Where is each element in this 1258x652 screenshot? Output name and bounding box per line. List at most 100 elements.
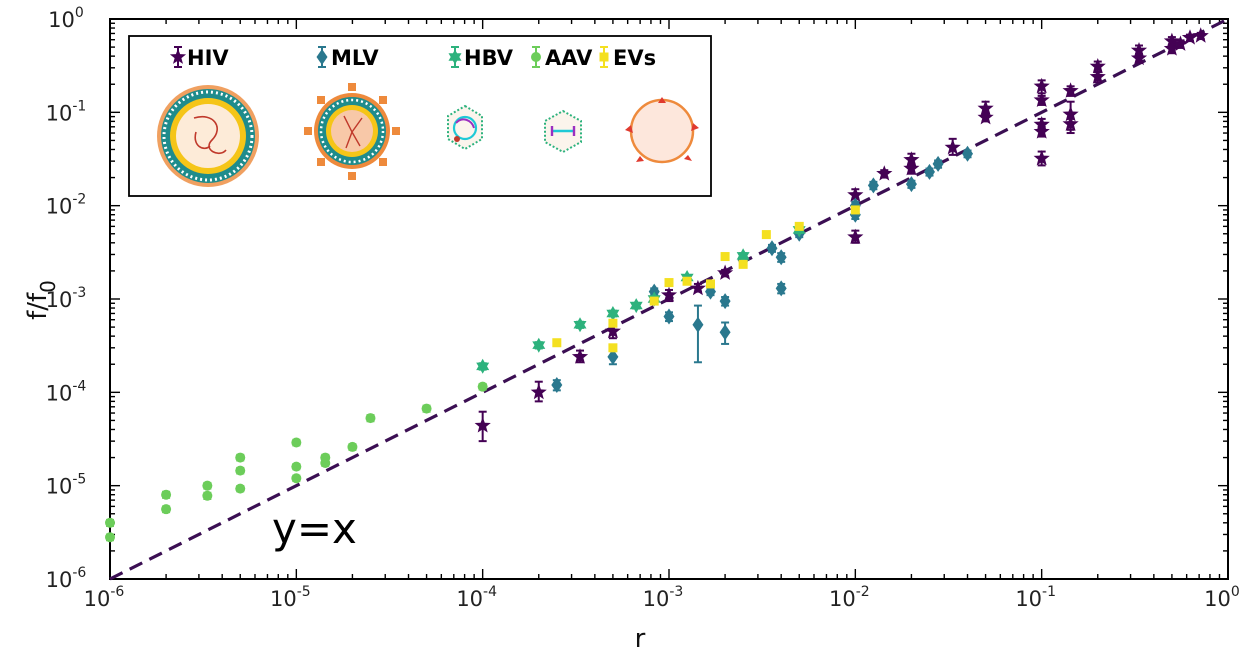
x-tick-label: 10-5 [270,584,311,611]
axis-ticks [109,18,1229,580]
data-point-hiv [1033,77,1050,94]
legend-marker-aav [531,52,541,62]
data-point-mlv [719,324,731,341]
data-point-aav [235,483,246,494]
data-point-mlv [775,280,787,297]
data-point-mlv [551,376,563,393]
x-tick-label: 10-1 [1015,584,1056,611]
hbv-particle-illustration [447,104,483,151]
series-hiv [474,27,1209,443]
data-point-hiv [1089,68,1106,84]
data-point-hiv [977,100,994,116]
data-point-aav [235,465,246,476]
data-point-hiv [876,165,893,181]
legend-entries: HIV MLV HBV AAV EVs [169,46,656,70]
y-tick-label: 100 [48,5,84,32]
legend-label-hiv: HIV [187,46,229,70]
data-point-hiv [604,322,621,339]
y-tick-label: 10-1 [46,98,87,125]
data-point-hiv [977,109,994,125]
data-point-evs [682,276,692,286]
data-point-aav [202,480,213,491]
x-tick-label: 10-6 [84,584,125,611]
aav-particle-illustration [544,109,582,154]
y-tick-label: 10-5 [46,472,87,499]
data-point-aav [365,413,376,424]
data-point-aav [320,457,331,468]
legend-entry-aav: AAV [531,46,593,70]
data-point-hiv [1033,150,1050,166]
data-point-evs [720,252,730,262]
mlv-particle-illustration [304,83,400,180]
data-point-hiv [1163,40,1180,56]
legend-entry-hbv: HBV [448,46,514,70]
data-point-hiv [660,286,678,302]
annotation-y-equals-x: y=x [272,504,357,553]
series-hbv [476,222,806,374]
legend-marker-hbv [448,49,462,65]
legend-marker-mlv [316,49,328,65]
data-point-aav [291,461,302,472]
data-point-hbv [606,306,620,321]
data-point-mlv [923,163,935,180]
y-tick-labels: 10-6 10-5 10-4 10-3 10-2 10-1 100 [46,5,87,592]
data-point-evs [761,230,771,240]
data-point-hiv [944,139,961,155]
hiv-particle-illustration [157,85,259,187]
data-point-hiv [1033,123,1050,139]
legend: HIV MLV HBV AAV EVs [128,35,712,197]
data-point-evs [738,259,748,269]
data-point-hiv [847,186,864,202]
data-point-evs [608,343,618,353]
legend-entry-mlv: MLV [316,46,379,70]
series-aav [105,381,488,543]
data-point-hiv [1062,82,1079,98]
data-point-evs [608,318,618,328]
data-point-aav [105,532,115,543]
data-point-mlv [719,293,731,310]
y-axis-title-main: f/f [23,292,53,320]
x-tick-label: 10-3 [643,584,684,611]
series-evs [552,205,860,353]
x-tick-label: 100 [1204,584,1240,611]
y-tick-label: 10-3 [46,285,87,312]
data-point-hiv [1089,58,1106,74]
data-point-hiv [1172,35,1189,51]
data-point-hbv [573,317,587,333]
data-point-evs [850,205,860,215]
data-point-hiv [1192,27,1209,43]
data-point-mlv [766,240,778,257]
data-point-hiv [689,279,706,296]
ev-particle-illustration [625,97,699,164]
legend-entry-hiv: HIV [169,46,229,70]
data-point-hbv [476,358,490,374]
data-point-mlv [775,249,787,266]
data-point-hbv [736,248,750,264]
data-point-evs [552,338,562,348]
y-tick-label: 10-2 [46,192,87,219]
data-point-aav [235,452,246,463]
data-point-hiv [1033,91,1050,107]
data-point-mlv [905,176,917,193]
data-point-evs [705,279,715,289]
data-point-hiv [717,264,734,280]
data-point-evs [794,221,804,231]
data-point-hiv [1062,105,1079,122]
data-point-hiv [474,417,491,433]
data-point-hbv [532,337,546,353]
legend-entry-evs: EVs [599,46,656,70]
data-point-evs [649,296,659,306]
data-point-evs [664,278,674,288]
data-point-mlv [932,155,944,172]
legend-label-evs: EVs [613,46,656,70]
data-point-aav [291,473,302,484]
data-series-layer [105,27,1209,543]
data-point-aav [347,441,358,452]
data-point-hiv [1181,29,1198,45]
legend-marker-hiv [169,48,187,64]
data-point-mlv [962,145,974,162]
y-axis-title: f/f0 [23,280,60,320]
y-tick-label: 10-4 [46,378,87,405]
data-point-aav [161,504,172,515]
y-axis-title-subscript: 0 [36,280,60,293]
